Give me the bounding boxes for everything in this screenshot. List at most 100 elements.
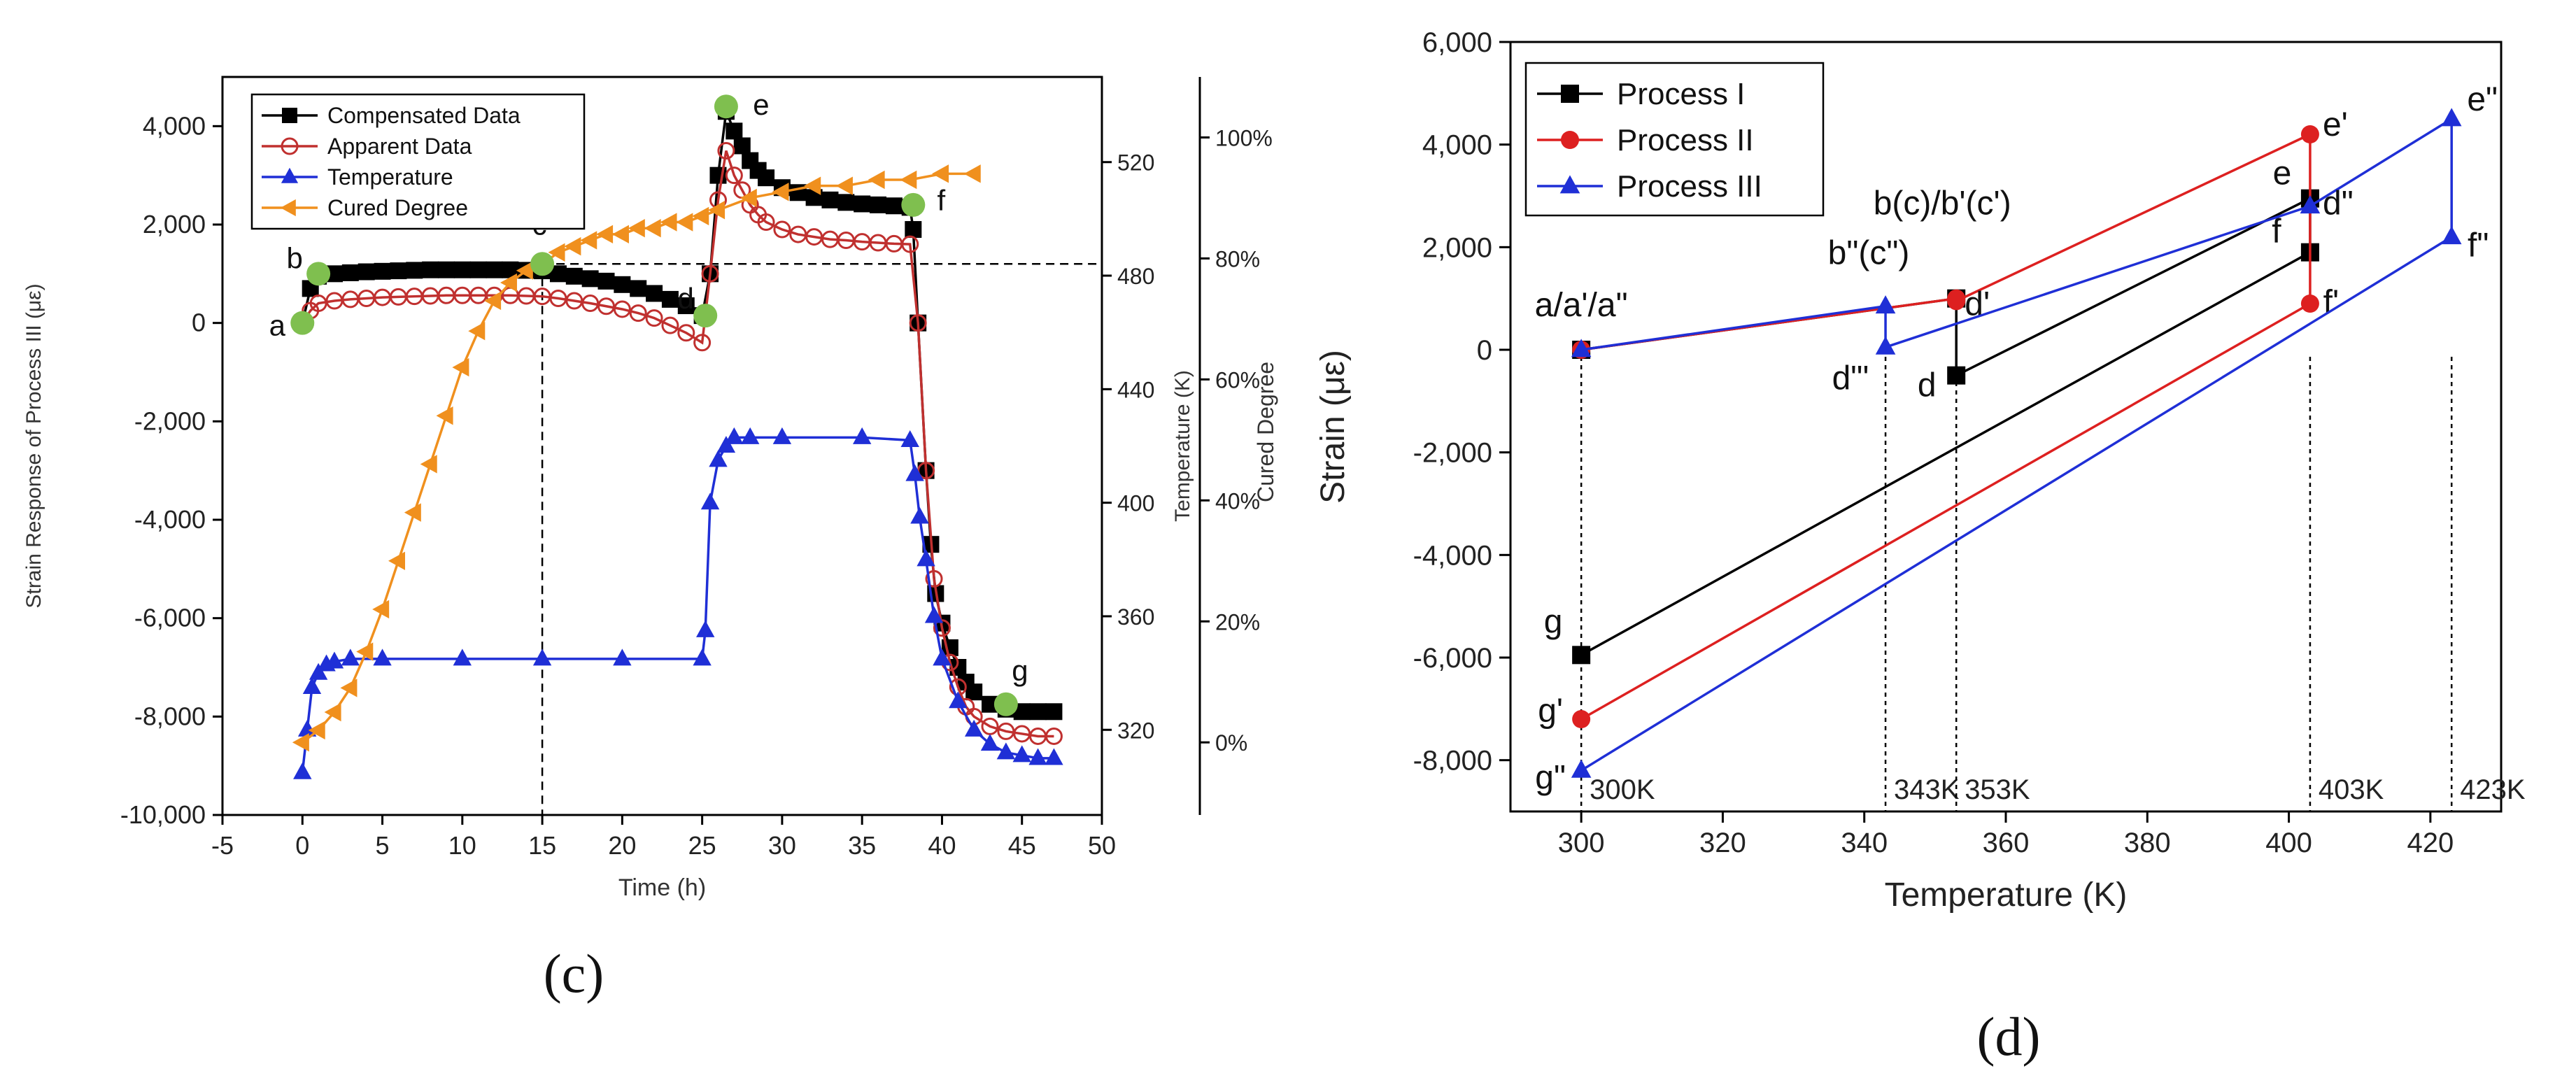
y-tick-label: 4,000 bbox=[143, 111, 206, 140]
legend-entry-label: Compensated Data bbox=[327, 103, 521, 128]
point-label: d bbox=[1918, 367, 1937, 404]
cured-degree-tick-label: 80% bbox=[1215, 246, 1260, 271]
point-process3 bbox=[2441, 226, 2462, 245]
point-compensated bbox=[406, 262, 423, 279]
legend-swatch-marker bbox=[1561, 85, 1579, 103]
point-process1 bbox=[1572, 646, 1591, 665]
point-temperature bbox=[1045, 748, 1063, 765]
series-line-cured bbox=[302, 172, 975, 744]
x-axis-label: Time (h) bbox=[618, 874, 706, 901]
point-temperature bbox=[900, 430, 919, 447]
point-process3 bbox=[1571, 759, 1592, 778]
point-apparent bbox=[661, 316, 679, 334]
point-compensated bbox=[733, 137, 751, 155]
y-tick-label: -6,000 bbox=[134, 604, 206, 632]
key-point-label-e: e bbox=[753, 88, 769, 121]
legend-entry-label: Process III bbox=[1617, 169, 1762, 204]
point-compensated bbox=[885, 197, 903, 215]
point-label: f" bbox=[2468, 227, 2489, 264]
point-cured bbox=[564, 236, 581, 256]
temperature-tick-label: 440 bbox=[1117, 377, 1154, 402]
point-label: e bbox=[2273, 155, 2292, 192]
x-tick-label: 360 bbox=[1983, 828, 2030, 858]
legend-swatch-marker bbox=[280, 199, 296, 217]
y-axis-label: Strain (με) bbox=[1315, 350, 1352, 504]
point-compensated bbox=[905, 221, 922, 239]
point-apparent bbox=[933, 619, 951, 637]
legend-entry-label: Process I bbox=[1617, 77, 1745, 111]
point-cured bbox=[628, 218, 645, 238]
x-tick-label: 0 bbox=[295, 831, 309, 860]
point-temperature bbox=[772, 427, 792, 444]
temperature-tick-label: 400 bbox=[1117, 491, 1154, 516]
point-apparent bbox=[717, 142, 735, 159]
legend-swatch-marker bbox=[282, 108, 297, 123]
y-tick-label: 4,000 bbox=[1422, 130, 1492, 161]
y-tick-label: -6,000 bbox=[1413, 643, 1492, 674]
point-compensated bbox=[374, 262, 391, 280]
temperature-tick-label: 360 bbox=[1117, 604, 1154, 630]
key-point-marker bbox=[901, 192, 926, 217]
point-temperature bbox=[696, 620, 715, 637]
series-line-apparent bbox=[301, 150, 1054, 738]
chart-panel-c: -5 0 5 10 15 20 25 30 35 40 45 50 -10,000 -8,000 -6,00… bbox=[22, 76, 1278, 1004]
point-temperature bbox=[725, 427, 744, 444]
cured-degree-tick-label: 60% bbox=[1215, 367, 1260, 392]
point-temperature bbox=[532, 648, 552, 666]
point-process3 bbox=[2441, 108, 2462, 127]
panel-label-d: (d) bbox=[1977, 1006, 2041, 1067]
point-process3 bbox=[1875, 295, 1896, 314]
temperature-tick-label: 320 bbox=[1117, 718, 1154, 743]
point-cured bbox=[580, 231, 597, 250]
point-compensated bbox=[341, 264, 359, 281]
y-axis-label: Strain Response of Process III (με) bbox=[22, 283, 45, 608]
point-label: e" bbox=[2467, 81, 2498, 118]
point-temperature bbox=[709, 450, 728, 467]
x-tick-label: -5 bbox=[211, 831, 234, 860]
point-apparent bbox=[629, 304, 647, 322]
key-point-marker bbox=[306, 262, 331, 286]
x-tick-label: 300 bbox=[1558, 828, 1605, 858]
key-point-marker bbox=[693, 304, 718, 328]
x-tick-label: 420 bbox=[2407, 828, 2454, 858]
plot-frame bbox=[221, 76, 1103, 816]
point-cured bbox=[644, 218, 661, 238]
x-tick-label: 5 bbox=[376, 831, 390, 860]
legend-swatch-marker bbox=[281, 167, 299, 183]
temperature-axis-label: Temperature (K) bbox=[1171, 370, 1194, 522]
point-cured bbox=[324, 702, 341, 722]
point-cured bbox=[804, 176, 821, 195]
panel-label-c: (c) bbox=[544, 943, 604, 1004]
key-point-label-b: b bbox=[286, 241, 302, 274]
point-compensated bbox=[614, 276, 631, 293]
point-temperature bbox=[1012, 745, 1031, 763]
point-apparent bbox=[925, 569, 943, 588]
point-label: e' bbox=[2323, 106, 2348, 143]
point-temperature bbox=[700, 492, 720, 510]
point-temperature bbox=[716, 436, 736, 453]
x-tick-label: 35 bbox=[848, 831, 876, 860]
legend-swatch-marker bbox=[1559, 175, 1580, 194]
point-compensated bbox=[630, 280, 647, 297]
point-cured bbox=[676, 213, 693, 232]
legend-swatch-marker bbox=[1561, 131, 1579, 149]
point-temperature bbox=[613, 648, 632, 666]
point-compensated bbox=[581, 270, 599, 288]
series-line-process3 bbox=[1580, 116, 2453, 772]
point-cured bbox=[452, 357, 469, 377]
point-cured bbox=[611, 225, 629, 244]
point-label: g' bbox=[1538, 693, 1563, 730]
key-point-marker bbox=[530, 252, 555, 276]
point-cured bbox=[308, 721, 325, 740]
y-tick-label: -8,000 bbox=[134, 702, 206, 730]
cured-degree-tick-label: 100% bbox=[1215, 125, 1273, 150]
point-apparent bbox=[1045, 727, 1063, 745]
legend-box bbox=[250, 93, 586, 230]
point-cured bbox=[835, 176, 853, 195]
x-tick-label: 45 bbox=[1008, 831, 1036, 860]
legend-entry-label: Apparent Data bbox=[327, 134, 472, 159]
reference-temperature-label: 353K bbox=[1965, 774, 2030, 805]
y-tick-label: -4,000 bbox=[1413, 540, 1492, 571]
point-label: a/a'/a" bbox=[1535, 287, 1628, 324]
